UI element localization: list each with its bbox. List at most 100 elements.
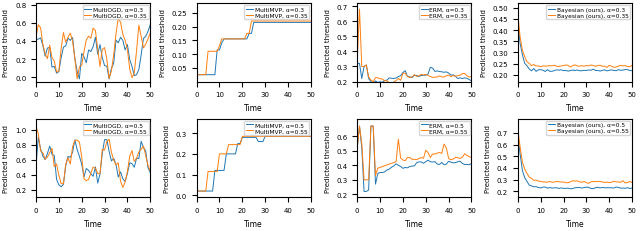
Bayesian (ours), α=0.35 [626,66,634,69]
Y-axis label: Predicted threshold: Predicted threshold [159,9,166,77]
Line: MultiMVP, α=0.3: MultiMVP, α=0.3 [196,23,311,75]
ERM, α=0.5 [468,162,476,165]
Bayesian (ours), α=0.5 [592,186,600,189]
ERM, α=0.5 [465,164,473,167]
X-axis label: Time: Time [405,219,424,228]
MultiOGD, α=0.55 [119,186,127,189]
Line: Bayesian (ours), α=0.5: Bayesian (ours), α=0.5 [518,136,632,189]
Bayesian (ours), α=0.35 [514,14,522,17]
MultiMVP, α=0.35 [277,21,285,23]
ERM, α=0.3 [369,82,377,85]
MultiOGD, α=0.3 [68,37,76,40]
X-axis label: Time: Time [84,103,102,112]
Line: MultiOGD, α=0.5: MultiOGD, α=0.5 [36,138,150,187]
MultiOGD, α=0.35 [74,78,81,81]
MultiMVP, α=0.3 [305,22,312,25]
ERM, α=0.55 [394,138,402,141]
ERM, α=0.5 [392,163,400,165]
Line: MultiOGD, α=0.35: MultiOGD, α=0.35 [36,19,150,79]
ERM, α=0.3 [353,63,361,66]
MultiOGD, α=0.3 [147,24,154,27]
Line: MultiMVP, α=0.55: MultiMVP, α=0.55 [196,137,311,191]
MultiMVP, α=0.35 [229,38,237,41]
MultiOGD, α=0.35 [68,40,76,43]
ERM, α=0.55 [465,156,473,158]
MultiOGD, α=0.5 [58,185,65,188]
Bayesian (ours), α=0.5 [598,186,606,189]
ERM, α=0.35 [433,76,441,79]
Line: ERM, α=0.3: ERM, α=0.3 [357,64,472,84]
Legend: ERM, α=0.5, ERM, α=0.55: ERM, α=0.5, ERM, α=0.55 [419,121,470,136]
Bayesian (ours), α=0.3 [628,70,636,73]
ERM, α=0.5 [433,163,441,166]
ERM, α=0.55 [468,156,476,159]
Line: MultiOGD, α=0.3: MultiOGD, α=0.3 [36,26,150,79]
Line: Bayesian (ours), α=0.3: Bayesian (ours), α=0.3 [518,22,632,72]
ERM, α=0.55 [383,164,391,167]
MultiOGD, α=0.35 [67,33,74,35]
MultiOGD, α=0.55 [115,162,122,164]
MultiMVP, α=0.5 [271,135,278,138]
MultiMVP, α=0.55 [239,135,246,138]
Bayesian (ours), α=0.3 [550,70,558,73]
Line: MultiMVP, α=0.5: MultiMVP, α=0.5 [196,137,311,191]
X-axis label: Time: Time [566,219,584,228]
MultiMVP, α=0.55 [277,135,285,138]
Line: MultiOGD, α=0.55: MultiOGD, α=0.55 [36,127,150,188]
Y-axis label: Predicted threshold: Predicted threshold [324,9,331,77]
Bayesian (ours), α=0.55 [628,181,636,184]
MultiOGD, α=0.3 [110,62,118,65]
Bayesian (ours), α=0.3 [553,69,561,72]
ERM, α=0.55 [392,161,400,163]
MultiMVP, α=0.5 [193,190,200,193]
ERM, α=0.5 [383,169,391,172]
Line: ERM, α=0.5: ERM, α=0.5 [357,127,472,191]
Bayesian (ours), α=0.3 [541,71,549,73]
MultiMVP, α=0.3 [250,22,257,25]
Bayesian (ours), α=0.55 [514,128,522,131]
Bayesian (ours), α=0.35 [550,64,558,67]
Bayesian (ours), α=0.3 [626,70,634,73]
ERM, α=0.3 [381,80,388,82]
Line: Bayesian (ours), α=0.35: Bayesian (ours), α=0.35 [518,15,632,68]
MultiOGD, α=0.3 [58,57,65,60]
ERM, α=0.5 [440,164,448,166]
MultiMVP, α=0.35 [307,21,315,23]
MultiMVP, α=0.3 [229,38,237,41]
MultiOGD, α=0.35 [58,48,65,51]
MultiOGD, α=0.35 [115,18,122,20]
MultiOGD, α=0.5 [62,165,70,168]
Legend: MultiMVP, α=0.5, MultiMVP, α=0.55: MultiMVP, α=0.5, MultiMVP, α=0.55 [244,121,309,136]
ERM, α=0.35 [440,76,448,79]
MultiMVP, α=0.35 [193,74,200,77]
X-axis label: Time: Time [405,103,424,112]
MultiOGD, α=0.5 [74,149,81,151]
MultiMVP, α=0.3 [227,38,235,41]
Y-axis label: Predicted threshold: Predicted threshold [485,125,492,192]
MultiOGD, α=0.55 [67,163,74,166]
Legend: MultiMVP, α=0.3, MultiMVP, α=0.35: MultiMVP, α=0.3, MultiMVP, α=0.35 [244,6,309,20]
Bayesian (ours), α=0.5 [548,187,556,190]
MultiOGD, α=0.3 [76,78,83,81]
MultiMVP, α=0.55 [271,135,278,138]
MultiOGD, α=0.5 [119,178,127,180]
MultiMVP, α=0.3 [307,22,315,25]
MultiOGD, α=0.35 [110,54,118,57]
ERM, α=0.3 [465,79,473,82]
ERM, α=0.3 [392,77,400,80]
MultiOGD, α=0.35 [147,32,154,35]
MultiOGD, α=0.3 [67,40,74,43]
Bayesian (ours), α=0.35 [596,65,604,67]
Y-axis label: Predicted threshold: Predicted threshold [164,125,170,192]
Y-axis label: Predicted threshold: Predicted threshold [3,125,10,192]
X-axis label: Time: Time [244,103,263,112]
MultiMVP, α=0.35 [227,38,235,41]
Bayesian (ours), α=0.35 [628,65,636,67]
X-axis label: Time: Time [244,219,263,228]
MultiMVP, α=0.55 [307,135,315,138]
Bayesian (ours), α=0.55 [626,180,634,183]
Legend: Bayesian (ours), α=0.5, Bayesian (ours), α=0.55: Bayesian (ours), α=0.5, Bayesian (ours),… [546,121,630,136]
Bayesian (ours), α=0.35 [589,65,597,68]
X-axis label: Time: Time [566,103,584,112]
ERM, α=0.35 [356,9,364,12]
